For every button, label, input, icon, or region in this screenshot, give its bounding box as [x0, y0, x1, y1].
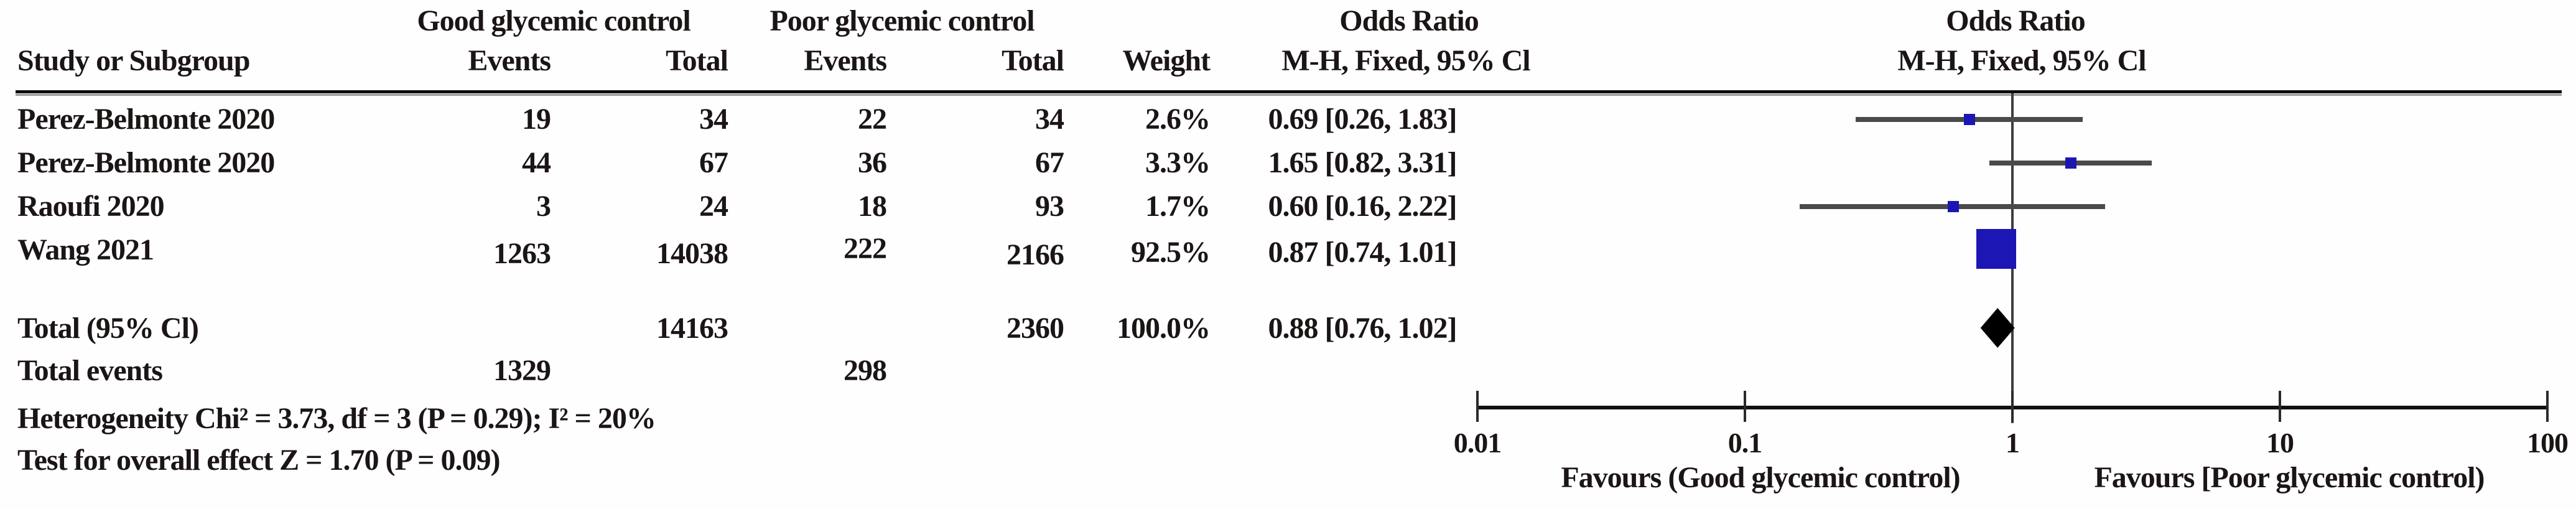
col-header-weight: Weight: [1122, 44, 1211, 77]
group-header-poor-glycemic: Poor glycemic control: [770, 4, 1035, 37]
weight-value: 92.5%: [1131, 236, 1211, 269]
axis-tick: [2546, 391, 2549, 422]
or-ci-value: 0.87 [0.74, 1.01]: [1268, 236, 1458, 269]
heterogeneity-stat: Heterogeneity Chi² = 3.73, df = 3 (P = 0…: [17, 402, 656, 435]
events-poor-value: 22: [858, 103, 887, 136]
study-name: Perez-Belmonte 2020: [17, 103, 275, 136]
total-good-value: 14038: [656, 237, 728, 270]
events-poor-value: 36: [858, 146, 887, 179]
axis-tick-label: 100: [2527, 427, 2569, 459]
total-poor-value: 2166: [1007, 238, 1064, 271]
events-good-value: 44: [522, 146, 551, 179]
header-divider-shadow: [16, 94, 2562, 96]
axis-tick-label: 0.01: [1453, 427, 1502, 459]
or-point-marker-large: [1976, 229, 2016, 269]
col-header-mh-left: M-H, Fixed, 95% Cl: [1281, 44, 1530, 77]
group-header-odds-ratio-left: Odds Ratio: [1339, 4, 1479, 37]
axis-tick-label: 0.1: [1727, 427, 1763, 459]
total-poor-value: 67: [1035, 146, 1064, 179]
total-good-value: 34: [699, 103, 728, 136]
total-events-label: Total events: [17, 354, 163, 387]
axis-tick: [1476, 391, 1479, 422]
weight-value: 1.7%: [1145, 190, 1211, 223]
total-poor-grand-total: 2360: [1007, 312, 1064, 345]
pooled-estimate-diamond: [1980, 308, 2015, 348]
col-header-events-good: Events: [468, 44, 551, 77]
group-header-odds-ratio-right: Odds Ratio: [1946, 4, 2085, 37]
weight-value: 2.6%: [1145, 103, 1211, 136]
events-good-value: 19: [522, 103, 551, 136]
axis-tick-label: 10: [2266, 427, 2294, 459]
total-events-good: 1329: [493, 354, 551, 387]
total-good-grand-total: 14163: [656, 312, 728, 345]
axis-tick: [2279, 391, 2281, 422]
col-header-total-good: Total: [666, 44, 728, 77]
col-header-total-poor: Total: [1002, 44, 1064, 77]
or-point-marker: [1947, 201, 1959, 212]
col-header-study: Study or Subgroup: [17, 44, 250, 77]
axis-tick: [1744, 391, 1746, 422]
events-good-value: 1263: [493, 237, 551, 270]
total-poor-value: 34: [1035, 103, 1064, 136]
or-point-marker: [2065, 157, 2076, 169]
overall-effect-stat: Test for overall effect Z = 1.70 (P = 0.…: [17, 444, 501, 477]
col-header-mh-right: M-H, Fixed, 95% Cl: [1897, 44, 2146, 77]
axis-tick: [2011, 391, 2014, 422]
total-good-value: 67: [699, 146, 728, 179]
favours-left-label: Favours (Good glycemic control): [1561, 461, 1960, 494]
or-ci-value: 0.60 [0.16, 2.22]: [1268, 190, 1458, 223]
events-good-value: 3: [536, 190, 551, 223]
group-header-good-glycemic: Good glycemic control: [417, 4, 690, 37]
events-poor-value: 18: [858, 190, 887, 223]
weight-value: 3.3%: [1145, 146, 1211, 179]
or-ci-value: 1.65 [0.82, 3.31]: [1268, 146, 1458, 179]
total-events-poor: 298: [844, 354, 887, 387]
total-good-value: 24: [699, 190, 728, 223]
total-weight: 100.0%: [1117, 312, 1211, 345]
axis-tick-label: 1: [2006, 427, 2020, 459]
study-name: Raoufi 2020: [17, 190, 165, 223]
study-name: Wang 2021: [17, 233, 154, 266]
events-poor-value: 222: [844, 232, 887, 265]
total-95ci-label: Total (95% Cl): [17, 312, 199, 345]
total-poor-value: 93: [1035, 190, 1064, 223]
total-or-ci: 0.88 [0.76, 1.02]: [1268, 312, 1458, 345]
favours-right-label: Favours [Poor glycemic control): [2094, 461, 2485, 494]
header-divider-line: [16, 90, 2562, 93]
study-name: Perez-Belmonte 2020: [17, 146, 275, 179]
col-header-events-poor: Events: [804, 44, 887, 77]
or-ci-value: 0.69 [0.26, 1.83]: [1268, 103, 1458, 136]
or-point-marker: [1963, 114, 1975, 125]
